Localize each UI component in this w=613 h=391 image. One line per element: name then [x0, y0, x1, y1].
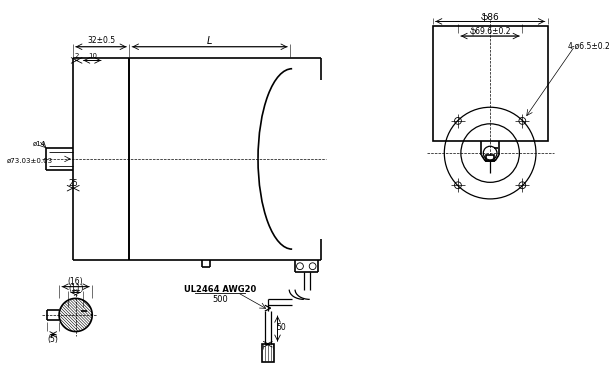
Text: 50: 50 [276, 323, 286, 332]
Text: (16): (16) [68, 277, 83, 286]
Polygon shape [59, 298, 92, 332]
Text: 32±0.5: 32±0.5 [87, 36, 115, 45]
Text: ֆ69.6±0.2: ֆ69.6±0.2 [470, 27, 511, 36]
Text: 2: 2 [74, 52, 79, 59]
Text: (5): (5) [48, 335, 59, 344]
Text: UL2464 AWG20: UL2464 AWG20 [184, 285, 256, 294]
Text: (11): (11) [68, 284, 83, 293]
Text: 25: 25 [69, 179, 78, 188]
Text: ø14: ø14 [32, 140, 46, 146]
Text: 4-ø6.5±0.2: 4-ø6.5±0.2 [567, 41, 610, 50]
Bar [433, 26, 547, 142]
Text: ֆ86: ֆ86 [481, 12, 500, 21]
Text: 10: 10 [88, 52, 97, 59]
Bar [486, 155, 494, 161]
Text: ø73.03±0.03: ø73.03±0.03 [7, 158, 53, 164]
Text: L: L [207, 36, 213, 46]
Bar [262, 344, 273, 362]
Text: 500: 500 [212, 295, 228, 304]
Circle shape [68, 307, 83, 323]
